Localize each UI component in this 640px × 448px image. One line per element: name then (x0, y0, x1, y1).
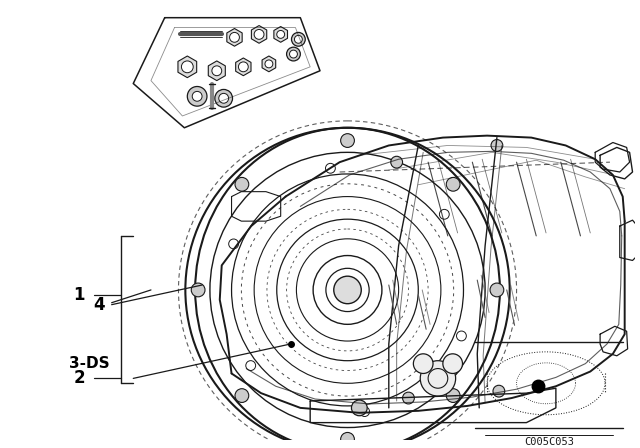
Circle shape (219, 93, 228, 103)
Circle shape (235, 389, 249, 402)
Circle shape (420, 361, 456, 396)
Circle shape (289, 50, 298, 58)
Circle shape (490, 283, 504, 297)
Polygon shape (274, 26, 287, 42)
Circle shape (443, 354, 463, 374)
Polygon shape (262, 56, 276, 72)
Circle shape (333, 276, 361, 304)
Circle shape (181, 61, 193, 73)
Circle shape (276, 30, 285, 39)
Circle shape (192, 91, 202, 101)
Circle shape (340, 134, 355, 147)
Text: 2: 2 (74, 370, 85, 388)
Circle shape (446, 389, 460, 402)
Circle shape (351, 400, 367, 416)
Text: 4: 4 (93, 296, 105, 314)
Circle shape (403, 392, 414, 404)
Polygon shape (236, 58, 251, 76)
Circle shape (265, 60, 273, 68)
Circle shape (446, 177, 460, 191)
Circle shape (254, 30, 264, 39)
Polygon shape (208, 61, 225, 81)
Circle shape (391, 156, 403, 168)
Circle shape (340, 432, 355, 446)
Text: 1: 1 (74, 286, 85, 304)
Text: 3-DS: 3-DS (69, 356, 110, 371)
Circle shape (235, 177, 249, 191)
Circle shape (493, 385, 505, 397)
Circle shape (491, 140, 503, 151)
Circle shape (287, 47, 300, 61)
Circle shape (215, 90, 232, 107)
Circle shape (239, 62, 248, 72)
Circle shape (212, 66, 221, 76)
Circle shape (188, 86, 207, 106)
Circle shape (294, 35, 302, 43)
Circle shape (291, 32, 305, 46)
Polygon shape (252, 26, 267, 43)
Circle shape (413, 354, 433, 374)
Circle shape (191, 283, 205, 297)
Circle shape (230, 32, 239, 42)
Polygon shape (227, 29, 242, 46)
Polygon shape (178, 56, 196, 78)
Text: C005C053: C005C053 (524, 437, 574, 448)
